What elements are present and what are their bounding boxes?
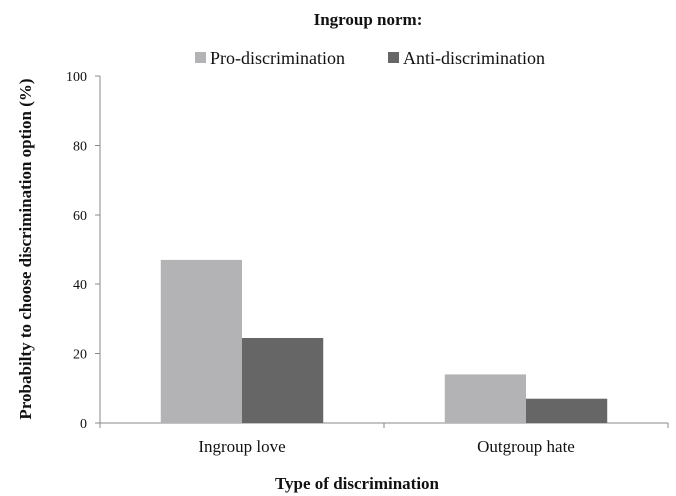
x-axis: Ingroup love Outgroup hate bbox=[99, 422, 669, 456]
x-tick-label: Outgroup hate bbox=[477, 437, 575, 456]
y-tick-label: 20 bbox=[73, 348, 87, 363]
legend: Pro-discrimination Anti-discrimination bbox=[195, 48, 545, 68]
y-tick-label: 60 bbox=[73, 209, 87, 224]
legend-swatch-anti bbox=[388, 52, 399, 63]
y-tick-label: 40 bbox=[73, 278, 87, 293]
legend-label-pro: Pro-discrimination bbox=[210, 48, 345, 68]
y-tick-label: 80 bbox=[73, 139, 87, 154]
y-axis-title: Probabilty to choose discrimination opti… bbox=[16, 78, 35, 419]
y-axis: 0 20 40 60 80 100 bbox=[66, 70, 101, 432]
chart-title: Ingroup norm: bbox=[314, 10, 423, 29]
bar bbox=[242, 337, 324, 423]
y-tick-label: 100 bbox=[66, 70, 87, 85]
legend-swatch-pro bbox=[195, 52, 206, 63]
bars bbox=[160, 259, 608, 423]
y-tick-label: 0 bbox=[80, 417, 87, 432]
bar bbox=[160, 259, 242, 423]
x-axis-title: Type of discrimination bbox=[275, 474, 440, 493]
bar bbox=[526, 398, 608, 423]
legend-label-anti: Anti-discrimination bbox=[403, 48, 545, 68]
x-tick-label: Ingroup love bbox=[198, 437, 285, 456]
bar bbox=[444, 374, 526, 423]
